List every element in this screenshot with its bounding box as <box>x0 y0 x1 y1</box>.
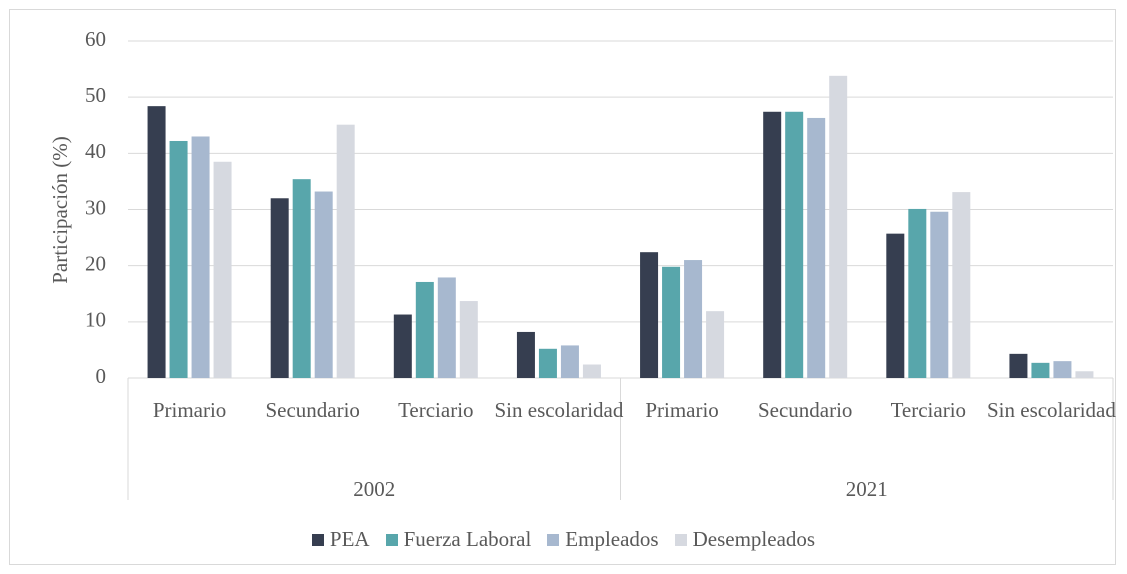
bar <box>930 211 949 378</box>
bar <box>270 198 289 378</box>
legend-swatch <box>385 533 398 546</box>
bar <box>336 124 355 379</box>
y-tick-label: 30 <box>85 195 106 219</box>
bar <box>314 191 333 378</box>
bar <box>706 311 725 378</box>
bar <box>785 111 804 379</box>
bar <box>1053 361 1072 378</box>
y-tick-label: 10 <box>85 308 106 332</box>
y-axis-title: Participación (%) <box>48 136 72 284</box>
bar <box>147 106 166 379</box>
bar <box>415 281 434 378</box>
group-label: 2021 <box>846 477 888 501</box>
bar <box>459 301 478 378</box>
y-tick-label: 40 <box>85 139 106 163</box>
x-tick-label: Sin escolaridad <box>494 398 624 422</box>
legend-swatch <box>311 533 324 546</box>
x-tick-label: Terciario <box>398 398 474 422</box>
x-tick-label: Secundario <box>757 398 853 422</box>
group-label: 2002 <box>353 477 395 501</box>
bar <box>393 314 412 378</box>
y-tick-label: 20 <box>85 251 106 275</box>
bar <box>807 117 826 378</box>
bar <box>582 364 601 378</box>
bar <box>952 192 971 378</box>
bar <box>169 140 188 378</box>
y-tick-label: 0 <box>96 364 107 388</box>
legend: PEA Fuerza Laboral Empleados Desempleados <box>0 527 1127 552</box>
x-tick-label: Secundario <box>265 398 360 422</box>
legend-item: Fuerza Laboral <box>385 527 532 552</box>
bar <box>908 208 927 378</box>
legend-label: PEA <box>329 527 370 551</box>
bar <box>538 348 557 378</box>
legend-label: Desempleados <box>692 527 816 551</box>
bar <box>662 266 681 378</box>
bar <box>684 260 703 378</box>
x-tick-label: Primario <box>645 398 719 422</box>
y-tick-label: 60 <box>85 27 106 51</box>
x-tick-label: Terciario <box>890 398 967 422</box>
bar <box>1009 353 1028 378</box>
bar <box>886 233 905 378</box>
legend-label: Fuerza Laboral <box>403 527 532 551</box>
x-tick-label: Primario <box>152 398 227 422</box>
bar <box>437 277 456 378</box>
legend-item: Empleados <box>547 527 659 552</box>
x-tick-label: Sin escolaridad <box>986 398 1116 422</box>
bar <box>640 252 659 378</box>
chart-frame <box>9 9 1116 565</box>
bar <box>213 161 232 378</box>
legend-item: PEA <box>311 527 370 552</box>
bar <box>516 331 535 378</box>
legend-label: Empleados <box>565 527 659 551</box>
bar <box>292 179 311 378</box>
legend-item: Desempleados <box>674 527 816 552</box>
legend-swatch <box>547 533 560 546</box>
bar <box>191 136 210 378</box>
bar <box>829 75 848 378</box>
y-tick-label: 50 <box>85 83 106 107</box>
bar <box>1075 371 1094 378</box>
bar <box>1031 362 1050 378</box>
bar <box>560 345 579 378</box>
bar <box>763 111 782 379</box>
legend-swatch <box>674 533 687 546</box>
